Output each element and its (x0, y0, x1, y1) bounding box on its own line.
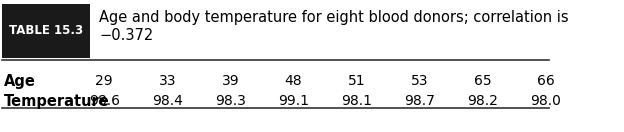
Bar (2, 4, 90, 58)
Text: 51: 51 (348, 74, 366, 88)
Text: Temperature: Temperature (4, 94, 109, 109)
Text: −0.372: −0.372 (99, 28, 153, 43)
Text: 98.7: 98.7 (404, 94, 435, 108)
Text: Age and body temperature for eight blood donors; correlation is: Age and body temperature for eight blood… (99, 10, 568, 25)
Text: 98.6: 98.6 (89, 94, 120, 108)
Text: 53: 53 (411, 74, 429, 88)
Text: 98.4: 98.4 (152, 94, 183, 108)
Text: 48: 48 (285, 74, 302, 88)
Text: 98.3: 98.3 (215, 94, 246, 108)
Text: Age: Age (4, 74, 36, 89)
Text: 33: 33 (158, 74, 176, 88)
Text: 98.2: 98.2 (467, 94, 498, 108)
Text: 65: 65 (474, 74, 492, 88)
Text: 98.0: 98.0 (530, 94, 562, 108)
Text: 99.1: 99.1 (278, 94, 309, 108)
Text: 39: 39 (222, 74, 239, 88)
Text: 66: 66 (537, 74, 555, 88)
Text: TABLE 15.3: TABLE 15.3 (9, 25, 83, 37)
Text: 29: 29 (95, 74, 113, 88)
Text: 98.1: 98.1 (341, 94, 372, 108)
